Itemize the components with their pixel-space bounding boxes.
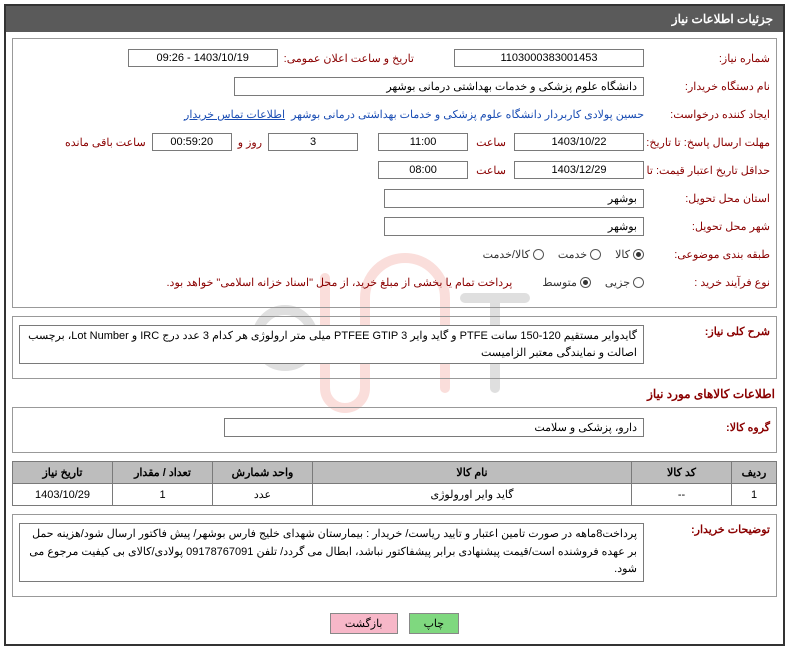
radio-jozee[interactable]: جزیی [605, 276, 644, 289]
row-price-validity: حداقل تاریخ اعتبار قیمت: تا تاریخ: 1403/… [19, 159, 770, 181]
buyer-notes-text: پرداخت8ماهه در صورت تامین اعتبار و تایید… [19, 523, 644, 582]
th-unit: واحد شمارش [213, 462, 313, 484]
row-buyer-notes: توضیحات خریدار: پرداخت8ماهه در صورت تامی… [19, 523, 770, 582]
reply-days-label: روز و [238, 136, 262, 149]
row-delivery-province: استان محل تحویل: بوشهر [19, 187, 770, 209]
contact-link[interactable]: اطلاعات تماس خریدار [184, 108, 285, 121]
back-button[interactable]: بازگشت [330, 613, 398, 634]
reply-deadline-label: مهلت ارسال پاسخ: تا تاریخ: [650, 136, 770, 149]
radio-motavaset[interactable]: متوسط [542, 276, 591, 289]
buyer-org-value: دانشگاه علوم پزشکی و خدمات بهداشتی درمان… [234, 77, 644, 96]
need-number-value: 1103000383001453 [454, 49, 644, 67]
process-note: پرداخت تمام یا بخشی از مبلغ خرید، از محل… [167, 276, 513, 289]
cell-qty: 1 [113, 484, 213, 506]
button-row: چاپ بازگشت [12, 605, 777, 638]
th-idx: ردیف [732, 462, 777, 484]
goods-table: ردیف کد کالا نام کالا واحد شمارش تعداد /… [12, 461, 777, 506]
price-validity-time: 08:00 [378, 161, 468, 179]
general-desc-fieldset: شرح کلی نیاز: گایدوایر مستقیم 120-150 سا… [12, 316, 777, 379]
radio-dot-icon [533, 249, 544, 260]
reply-deadline-time: 11:00 [378, 133, 468, 151]
reply-deadline-date: 1403/10/22 [514, 133, 644, 151]
cell-date: 1403/10/29 [13, 484, 113, 506]
reply-time-label: ساعت [476, 136, 506, 149]
radio-kala[interactable]: کالا [615, 248, 644, 261]
cell-code: -- [632, 484, 732, 506]
requester-label: ایجاد کننده درخواست: [650, 108, 770, 121]
print-button[interactable]: چاپ [409, 613, 460, 634]
details-fieldset: شماره نیاز: 1103000383001453 تاریخ و ساع… [12, 38, 777, 308]
cell-unit: عدد [213, 484, 313, 506]
th-name: نام کالا [313, 462, 632, 484]
reply-days: 3 [268, 133, 358, 151]
goods-fieldset: گروه کالا: دارو، پزشکی و سلامت [12, 407, 777, 453]
radio-dot-icon [633, 277, 644, 288]
row-requester: ایجاد کننده درخواست: حسین پولادی کاربردا… [19, 103, 770, 125]
announce-label: تاریخ و ساعت اعلان عمومی: [284, 52, 414, 65]
buyer-org-label: نام دستگاه خریدار: [650, 80, 770, 93]
delivery-province-value: بوشهر [384, 189, 644, 208]
goods-info-title: اطلاعات کالاهای مورد نیاز [14, 387, 775, 401]
table-header-row: ردیف کد کالا نام کالا واحد شمارش تعداد /… [13, 462, 777, 484]
price-time-label: ساعت [476, 164, 506, 177]
th-date: تاریخ نیاز [13, 462, 113, 484]
main-panel: جزئیات اطلاعات نیاز شماره نیاز: 11030003… [4, 4, 785, 646]
process-radio-group: جزیی متوسط [542, 276, 644, 289]
th-qty: تعداد / مقدار [113, 462, 213, 484]
general-desc-label: شرح کلی نیاز: [650, 325, 770, 338]
row-goods-group: گروه کالا: دارو، پزشکی و سلامت [19, 416, 770, 438]
delivery-city-value: بوشهر [384, 217, 644, 236]
th-code: کد کالا [632, 462, 732, 484]
table-row: 1 -- گاید وایر اورولوژی عدد 1 1403/10/29 [13, 484, 777, 506]
need-number-label: شماره نیاز: [650, 52, 770, 65]
goods-group-value: دارو، پزشکی و سلامت [224, 418, 644, 437]
row-category: طبقه بندی موضوعی: کالا خدمت کالا/خدمت [19, 243, 770, 265]
row-need-number: شماره نیاز: 1103000383001453 تاریخ و ساع… [19, 47, 770, 69]
row-buyer-org: نام دستگاه خریدار: دانشگاه علوم پزشکی و … [19, 75, 770, 97]
category-label: طبقه بندی موضوعی: [650, 248, 770, 261]
general-desc-text: گایدوایر مستقیم 120-150 سانت PTFE و گاید… [19, 325, 644, 364]
radio-dot-icon [590, 249, 601, 260]
goods-group-label: گروه کالا: [650, 421, 770, 434]
requester-value: حسین پولادی کاربردار دانشگاه علوم پزشکی … [291, 108, 644, 121]
reply-countdown: 00:59:20 [152, 133, 232, 151]
reply-remain-label: ساعت باقی مانده [65, 136, 146, 149]
radio-dot-icon [633, 249, 644, 260]
category-radio-group: کالا خدمت کالا/خدمت [483, 248, 644, 261]
panel-content: شماره نیاز: 1103000383001453 تاریخ و ساع… [6, 32, 783, 644]
cell-idx: 1 [732, 484, 777, 506]
delivery-province-label: استان محل تحویل: [650, 192, 770, 205]
process-label: نوع فرآیند خرید : [650, 276, 770, 289]
price-validity-label: حداقل تاریخ اعتبار قیمت: تا تاریخ: [650, 164, 770, 177]
announce-value: 1403/10/19 - 09:26 [128, 49, 278, 67]
panel-title: جزئیات اطلاعات نیاز [672, 12, 773, 26]
radio-dot-icon [580, 277, 591, 288]
row-general-desc: شرح کلی نیاز: گایدوایر مستقیم 120-150 سا… [19, 325, 770, 364]
delivery-city-label: شهر محل تحویل: [650, 220, 770, 233]
radio-khedmat[interactable]: خدمت [558, 248, 601, 261]
radio-kala-khedmat[interactable]: کالا/خدمت [483, 248, 544, 261]
cell-name: گاید وایر اورولوژی [313, 484, 632, 506]
row-delivery-city: شهر محل تحویل: بوشهر [19, 215, 770, 237]
panel-header: جزئیات اطلاعات نیاز [6, 6, 783, 32]
price-validity-date: 1403/12/29 [514, 161, 644, 179]
buyer-notes-label: توضیحات خریدار: [650, 523, 770, 536]
row-reply-deadline: مهلت ارسال پاسخ: تا تاریخ: 1403/10/22 سا… [19, 131, 770, 153]
buyer-notes-fieldset: توضیحات خریدار: پرداخت8ماهه در صورت تامی… [12, 514, 777, 597]
row-process: نوع فرآیند خرید : جزیی متوسط پرداخت تمام… [19, 271, 770, 293]
